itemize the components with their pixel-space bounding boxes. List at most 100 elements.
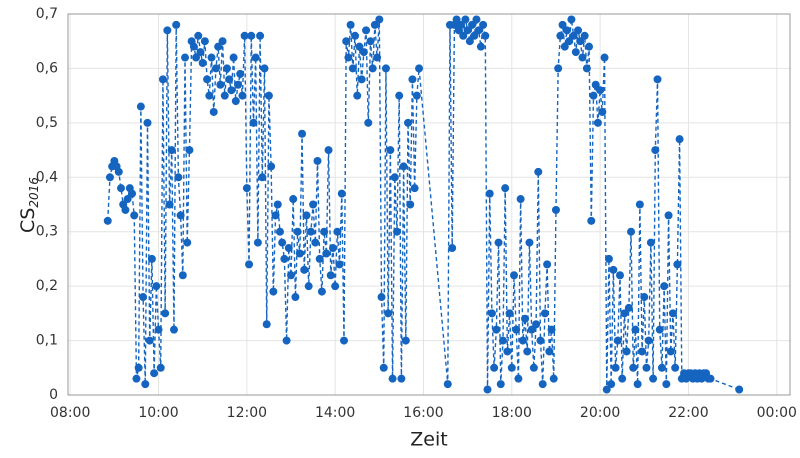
data-point [249,118,258,127]
data-point [543,260,552,269]
data-point [490,363,499,372]
data-point [600,53,609,62]
data-point [627,227,636,236]
data-point [642,363,651,372]
data-point [463,26,472,35]
data-point [532,320,541,329]
data-point [558,20,567,29]
data-point [326,271,335,280]
data-point [156,363,165,372]
data-point [116,184,125,193]
data-point [668,309,677,318]
x-tick-label: 16:00 [403,405,443,421]
y-tick-label: 0,6 [36,60,58,76]
data-point [514,374,523,383]
data-point [518,336,527,345]
data-point [121,205,130,214]
data-point [613,336,622,345]
data-point [154,325,163,334]
data-point [242,184,251,193]
data-point [335,260,344,269]
data-point [269,287,278,296]
data-point [406,200,415,209]
data-point [664,211,673,220]
data-point [172,20,181,29]
data-point [673,260,682,269]
data-point [410,184,419,193]
data-point [602,385,611,394]
data-point [591,80,600,89]
data-point [483,385,492,394]
data-point [562,26,571,35]
data-point [392,227,401,236]
data-point [198,58,207,67]
data-point [615,271,624,280]
data-point [624,303,633,312]
data-point [505,309,514,318]
data-point [262,320,271,329]
data-point [578,53,587,62]
data-point [178,271,187,280]
data-point [225,75,234,84]
data-point [368,64,377,73]
data-point [152,282,161,291]
data-point [209,107,218,116]
data-point [203,75,212,84]
data-point [651,146,660,155]
data-point [264,91,273,100]
data-point [247,31,256,40]
data-point [167,146,176,155]
data-point [399,162,408,171]
data-point [351,31,360,40]
data-point [609,265,618,274]
data-point [114,167,123,176]
data-point [328,244,337,253]
data-point [611,363,620,372]
data-point [536,336,545,345]
data-point [545,347,554,356]
data-point [183,238,192,247]
x-tick-label: 12:00 [227,405,267,421]
data-point [123,195,132,204]
data-point [362,26,371,35]
data-point [547,325,556,334]
x-tick-label: 22:00 [668,405,708,421]
data-point [379,363,388,372]
data-point [470,31,479,40]
data-point [278,238,287,247]
y-axis-label-subscript: 2016 [27,177,41,208]
data-point [593,118,602,127]
data-point [236,69,245,78]
data-point [339,336,348,345]
data-point [587,216,596,225]
data-point [194,31,203,40]
y-axis-label: CS2016 [17,177,41,233]
data-point [384,309,393,318]
data-point [452,15,461,24]
data-point [646,238,655,247]
data-point [304,282,313,291]
data-point [200,37,209,46]
data-point [256,31,265,40]
data-point [549,374,558,383]
data-point [735,385,744,394]
data-point [666,347,675,356]
data-point [348,64,357,73]
data-point [633,380,642,389]
data-point [525,238,534,247]
x-axis-label: Zeit [410,429,447,451]
data-point [141,380,150,389]
data-point [465,37,474,46]
data-point [534,167,543,176]
data-point [150,369,159,378]
data-point [415,64,424,73]
data-point [185,146,194,155]
data-point [512,325,521,334]
y-tick-label: 0,3 [36,224,58,240]
data-point [501,184,510,193]
data-point [397,374,406,383]
data-point [158,75,167,84]
data-point [275,227,284,236]
x-tick-label: 20:00 [580,405,620,421]
x-tick-label: 00:00 [757,405,797,421]
